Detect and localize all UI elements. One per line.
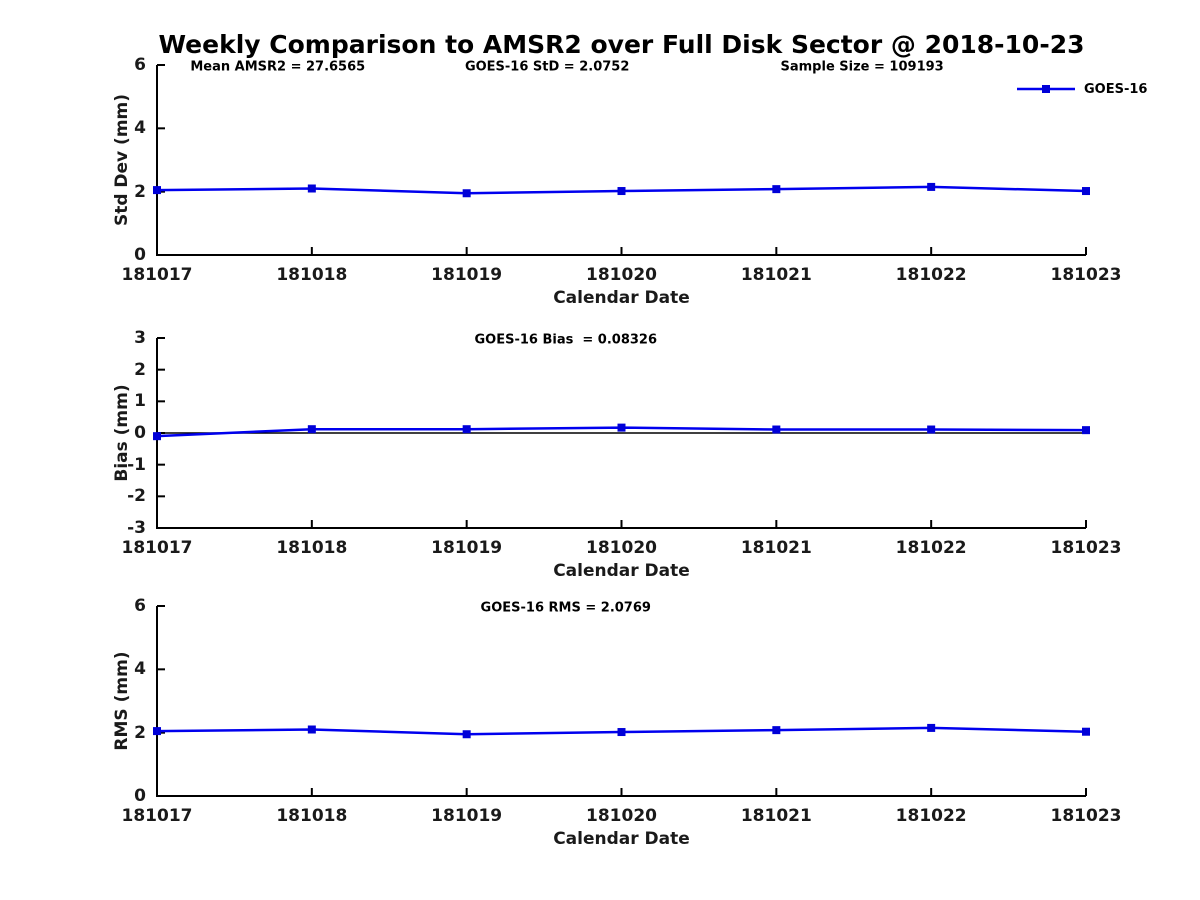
figure-title: Weekly Comparison to AMSR2 over Full Dis…	[158, 30, 1085, 59]
y-tick-label: -1	[127, 454, 146, 475]
x-axis-label-std-dev: Calendar Date	[553, 288, 690, 308]
std-dev-marker	[307, 184, 316, 193]
annotation: GOES-16 Bias = 0.08326	[474, 332, 658, 348]
y-tick-label: -3	[127, 518, 146, 538]
bias-marker	[462, 425, 471, 434]
y-axis-label-std-dev: Std Dev (mm)	[112, 93, 132, 227]
x-tick-label: 181020	[586, 265, 657, 285]
x-tick-label: 181017	[121, 806, 193, 826]
x-tick-label: 181019	[431, 806, 503, 826]
y-tick-label: 2	[134, 181, 146, 202]
y-tick-label: -2	[127, 486, 146, 507]
std-dev-marker	[617, 187, 626, 196]
x-axis-label-bias: Calendar Date	[553, 561, 690, 581]
bias-marker	[772, 425, 781, 434]
y-tick-label: 6	[134, 596, 146, 616]
legend: GOES-16	[1015, 81, 1147, 97]
rms-marker	[927, 723, 936, 732]
x-axis-label-rms: Calendar Date	[553, 829, 690, 849]
x-tick-label: 181022	[895, 806, 967, 826]
x-tick-label: 181017	[121, 538, 193, 558]
std-dev-marker	[1082, 187, 1090, 196]
annotation: Mean AMSR2 = 27.6565	[190, 59, 366, 75]
rms-marker	[307, 725, 316, 734]
rms-marker	[617, 728, 626, 737]
x-tick-label: 181022	[895, 265, 967, 285]
bias-marker	[617, 423, 626, 432]
bias-marker	[153, 432, 161, 441]
x-tick-label: 181020	[586, 806, 657, 826]
bias-marker	[307, 425, 316, 434]
x-tick-label: 181023	[1050, 265, 1122, 285]
x-tick-label: 181018	[276, 806, 348, 826]
legend-line-icon	[1017, 85, 1075, 93]
y-tick-label: 4	[134, 659, 146, 680]
rms-marker	[772, 726, 781, 735]
y-tick-label: 6	[134, 55, 146, 75]
rms-marker	[153, 727, 161, 736]
std-dev-marker	[927, 182, 936, 191]
annotation: GOES-16 RMS = 2.0769	[480, 600, 651, 616]
x-tick-label: 181021	[740, 538, 812, 558]
rms-marker	[462, 730, 471, 739]
x-tick-label: 181021	[740, 265, 812, 285]
bias-marker	[927, 425, 936, 434]
legend-label: GOES-16	[1084, 81, 1148, 97]
std-dev-marker	[772, 185, 781, 194]
x-tick-label: 181023	[1050, 538, 1122, 558]
x-tick-label: 181018	[276, 265, 348, 285]
x-tick-label: 181020	[586, 538, 657, 558]
y-tick-label: 0	[134, 245, 146, 265]
x-tick-label: 181018	[276, 538, 348, 558]
y-tick-label: 1	[134, 391, 146, 412]
y-tick-label: 0	[134, 786, 146, 806]
std-dev-marker	[153, 186, 161, 195]
y-tick-label: 2	[134, 359, 146, 380]
y-tick-label: 0	[134, 423, 146, 443]
x-tick-label: 181019	[431, 265, 503, 285]
x-tick-label: 181021	[740, 806, 812, 826]
x-tick-label: 181022	[895, 538, 967, 558]
rms-marker	[1082, 727, 1090, 736]
y-tick-label: 3	[134, 328, 146, 348]
y-tick-label: 4	[134, 118, 146, 139]
x-tick-label: 181023	[1050, 806, 1122, 826]
bias-marker	[1082, 426, 1090, 435]
x-tick-label: 181019	[431, 538, 503, 558]
x-tick-label: 181017	[121, 265, 193, 285]
annotation: Sample Size = 109193	[780, 59, 944, 75]
y-tick-label: 2	[134, 722, 146, 743]
annotation: GOES-16 StD = 2.0752	[464, 59, 630, 75]
std-dev-marker	[462, 189, 471, 198]
